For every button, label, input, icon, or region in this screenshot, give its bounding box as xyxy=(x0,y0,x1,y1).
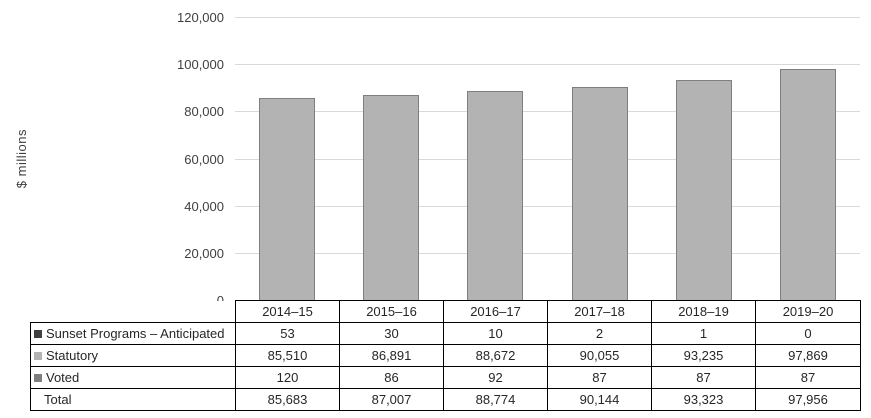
table-cell: 87,007 xyxy=(339,388,444,411)
table-cell: 85,683 xyxy=(235,388,340,411)
gridline xyxy=(235,64,860,66)
table-cell: 30 xyxy=(339,322,444,345)
x-axis-category-label: 2015–16 xyxy=(339,300,444,323)
y-tick-label: 120,000 xyxy=(177,10,224,25)
plot-area xyxy=(235,17,860,301)
x-axis-category-label: 2017–18 xyxy=(547,300,652,323)
data-table: 2014–15 2015–16 2016–17 2017–18 2018–19 2019–… xyxy=(30,300,861,411)
bar-2017–18 xyxy=(571,87,628,300)
table-row: Total 85,683 87,007 88,774 90,144 93,323 97,95… xyxy=(30,388,861,411)
table-cell: 88,672 xyxy=(443,344,548,367)
bar-2014–15 xyxy=(259,97,316,300)
table-cell: 2 xyxy=(547,322,652,345)
table-cell: 86 xyxy=(339,366,444,389)
table-cell: 0 xyxy=(755,322,861,345)
table-cell: 90,055 xyxy=(547,344,652,367)
bar-2016–17 xyxy=(467,90,524,300)
row-label: Sunset Programs – Anticipated xyxy=(46,326,225,341)
bar-2019–20 xyxy=(779,69,836,300)
legend-marker-icon xyxy=(34,373,42,382)
gridline xyxy=(235,158,860,160)
table-cell: 87 xyxy=(547,366,652,389)
table-cell: 88,774 xyxy=(443,388,548,411)
table-cell: 120 xyxy=(235,366,340,389)
table-cell: 97,869 xyxy=(755,344,861,367)
x-axis-row: 2014–15 2015–16 2016–17 2017–18 2018–19 2019–… xyxy=(30,300,861,323)
row-label-cell: Sunset Programs – Anticipated xyxy=(30,322,236,345)
y-tick-label: 20,000 xyxy=(184,245,224,261)
x-axis-category-label: 2014–15 xyxy=(235,300,340,323)
table-cell: 86,891 xyxy=(339,344,444,367)
y-tick-label: 80,000 xyxy=(184,104,224,120)
y-tick-label: 40,000 xyxy=(184,198,224,214)
gridline xyxy=(235,205,860,207)
table-cell: 85,510 xyxy=(235,344,340,367)
table-cell: 93,323 xyxy=(651,388,756,411)
gridline xyxy=(235,111,860,113)
row-label-cell: Total xyxy=(30,388,236,411)
table-cell: 92 xyxy=(443,366,548,389)
y-tick-label: 100,000 xyxy=(177,57,224,73)
row-label: Statutory xyxy=(46,348,99,363)
table-cell: 87 xyxy=(755,366,861,389)
table-cell: 97,956 xyxy=(755,388,861,411)
table-cell: 90,144 xyxy=(547,388,652,411)
table-cell: 93,235 xyxy=(651,344,756,367)
table-corner-cell xyxy=(30,300,236,323)
table-cell: 53 xyxy=(235,322,340,345)
x-axis-category-label: 2016–17 xyxy=(443,300,548,323)
legend-marker-icon xyxy=(34,329,42,338)
table-row: Sunset Programs – Anticipated 53 30 10 2 1 0 xyxy=(30,322,861,345)
row-label-cell: Voted xyxy=(30,366,236,389)
x-axis-category-label: 2018–19 xyxy=(651,300,756,323)
row-label: Total xyxy=(44,392,72,407)
y-tick-label: 60,000 xyxy=(184,151,224,167)
table-cell: 1 xyxy=(651,322,756,345)
table-row: Voted 120 86 92 87 87 87 xyxy=(30,366,861,389)
gridline xyxy=(235,17,860,18)
table-row: Statutory 85,510 86,891 88,672 90,055 93,235 9… xyxy=(30,344,861,367)
bar-2015–16 xyxy=(363,94,420,300)
row-label-cell: Statutory xyxy=(30,344,236,367)
table-cell: 10 xyxy=(443,322,548,345)
x-axis-category-label: 2019–20 xyxy=(755,300,861,323)
gridline xyxy=(235,252,860,254)
row-label: Voted xyxy=(46,370,80,385)
table-cell: 87 xyxy=(651,366,756,389)
bar-2018–19 xyxy=(675,79,732,300)
legend-marker-icon xyxy=(34,351,42,360)
